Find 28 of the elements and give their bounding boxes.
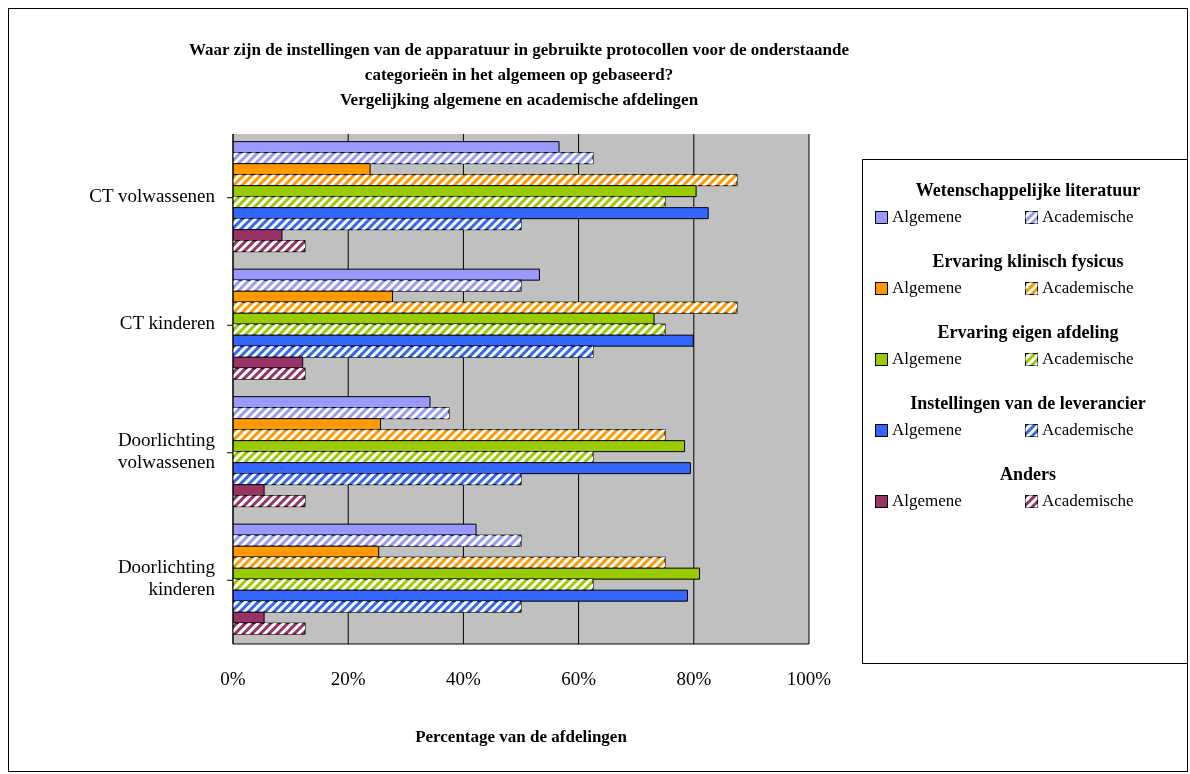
legend-label: Algemene	[892, 420, 962, 440]
legend-label: Academische	[1042, 349, 1134, 369]
chart-title: Waar zijn de instellingen van de apparatuur in gebruikte protocollen voor de onderstaande categorieën in het algemeen op gebaseerd?	[188, 39, 850, 86]
legend-label: Academische	[1042, 207, 1134, 227]
x-tick-label: 80%	[676, 668, 712, 690]
text: Instellingen van de leverancier	[909, 393, 1147, 414]
legend-label: Academische	[1042, 278, 1134, 298]
text: Wetenschappelijke literatuur	[914, 180, 1142, 201]
x-axis-title: Percentage van de afdelingen	[415, 727, 628, 746]
y-tick-label: CT volwassenen	[89, 185, 216, 207]
text: Anders	[999, 464, 1057, 485]
x-tick-label: 20%	[330, 668, 366, 690]
legend-label: Algemene	[892, 491, 962, 511]
x-tick-label: 100%	[786, 668, 832, 690]
chart-subtitle: Vergelijking algemene en academische afdelingen	[338, 89, 700, 111]
legend-label: Algemene	[892, 278, 962, 298]
legend-label: Academische	[1042, 491, 1134, 511]
text: Ervaring eigen afdeling	[936, 322, 1120, 343]
y-tick-label: CT kinderen	[119, 312, 216, 334]
legend-label: Algemene	[892, 349, 962, 369]
x-tick-label: 0%	[220, 668, 246, 690]
legend-label: Academische	[1042, 420, 1134, 440]
text: Ervaring klinisch fysicus	[931, 251, 1125, 272]
legend-label: Algemene	[892, 207, 962, 227]
y-tick-label: Doorlichting kinderen	[117, 556, 216, 600]
x-tick-label: 40%	[445, 668, 481, 690]
y-tick-label: Doorlichting volwassenen	[117, 429, 216, 473]
x-tick-label: 60%	[561, 668, 597, 690]
